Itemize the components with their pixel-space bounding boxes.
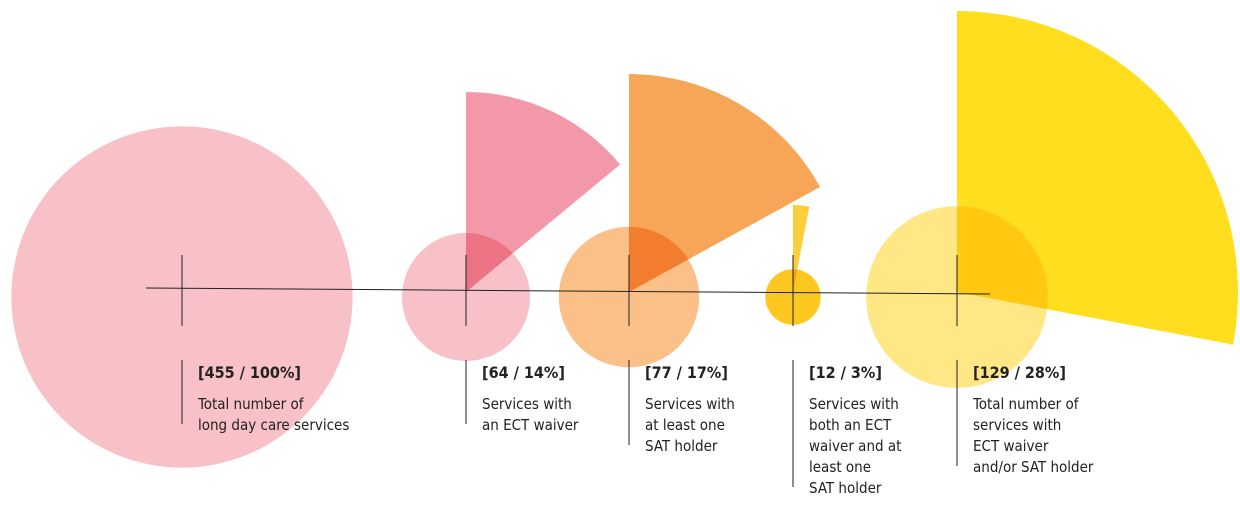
description-line: Services with: [809, 395, 899, 413]
description-line: SAT holder: [645, 437, 718, 455]
wedges: [466, 11, 1238, 345]
axis-line: [145, 287, 991, 295]
description-line: at least one: [645, 416, 725, 434]
description-line: services with: [973, 416, 1061, 434]
description-line: Services with: [482, 395, 572, 413]
description-line: Total number of: [197, 395, 305, 413]
value-label: [129 / 28%]: [973, 363, 1066, 382]
description-line: SAT holder: [809, 479, 882, 497]
description-line: Services with: [645, 395, 735, 413]
description-line: both an ECT: [809, 416, 892, 434]
wedge: [793, 205, 810, 292]
description-line: Total number of: [972, 395, 1080, 413]
value-label: [64 / 14%]: [482, 363, 565, 382]
wedge: [629, 74, 821, 292]
overlay: [455 / 100%] Total number of long day care…: [145, 255, 1094, 497]
description-line: least one: [809, 458, 871, 476]
description-line: and/or SAT holder: [973, 458, 1094, 476]
value-label: [12 / 3%]: [809, 363, 882, 382]
description-line: ECT waiver: [973, 437, 1049, 455]
value-label: [455 / 100%]: [198, 363, 301, 382]
value-label: [77 / 17%]: [645, 363, 728, 382]
description-line: long day care services: [198, 416, 349, 434]
wedge: [466, 92, 621, 292]
description-line: an ECT waiver: [482, 416, 579, 434]
description-line: waiver and at: [809, 437, 901, 455]
wedge: [957, 11, 1238, 345]
